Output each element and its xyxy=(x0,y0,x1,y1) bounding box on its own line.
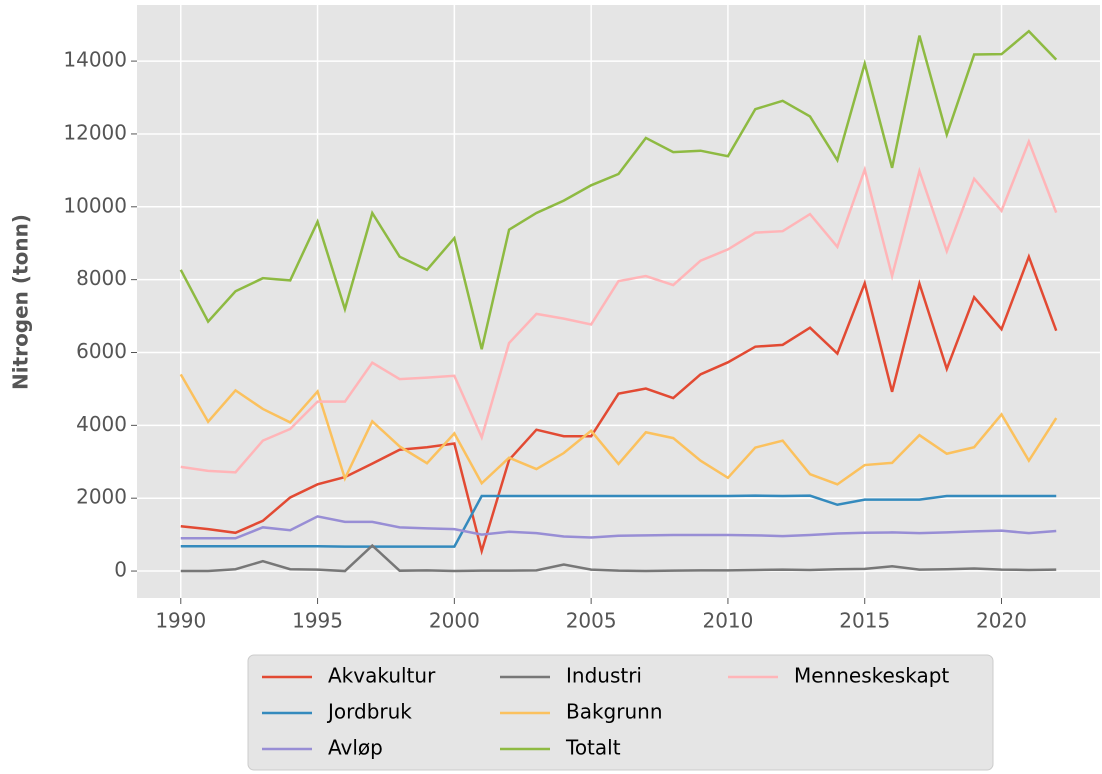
legend-label: Avløp xyxy=(328,736,383,760)
x-tick-label: 2010 xyxy=(702,609,753,633)
y-tick-label: 0 xyxy=(114,558,127,582)
y-tick-label: 8000 xyxy=(76,266,127,290)
legend-label: Jordbruk xyxy=(326,700,412,724)
legend-label: Industri xyxy=(566,664,642,688)
y-tick-label: 10000 xyxy=(63,193,127,217)
y-axis-label: Nitrogen (tonn) xyxy=(9,214,33,390)
legend-label: Totalt xyxy=(565,736,621,760)
data-line xyxy=(180,494,1057,548)
data-line xyxy=(180,543,1057,573)
data-line xyxy=(180,253,1058,556)
x-tick-label: 2015 xyxy=(839,609,890,633)
legend-label: Bakgrunn xyxy=(566,700,663,724)
x-tick-label: 1990 xyxy=(155,609,206,633)
data-line xyxy=(179,373,1058,486)
data-line xyxy=(180,515,1057,540)
x-tick-label: 1995 xyxy=(292,609,343,633)
y-tick-label: 4000 xyxy=(76,412,127,436)
y-tick-label: 2000 xyxy=(76,485,127,509)
legend-box xyxy=(247,654,994,771)
data-line xyxy=(179,29,1058,350)
legend-label: Akvakultur xyxy=(328,664,436,688)
legend: Akvakultur Jordbruk Avløp Industri Bakgrunn T… xyxy=(247,654,994,771)
data-line xyxy=(180,138,1058,474)
y-tick-label: 12000 xyxy=(63,120,127,144)
y-tick-label: 14000 xyxy=(63,48,127,72)
x-tick-label: 2005 xyxy=(566,609,617,633)
plot-area xyxy=(137,5,1100,598)
legend-label: Menneskeskapt xyxy=(794,664,949,688)
y-tick-label: 6000 xyxy=(76,339,127,363)
x-tick-label: 2020 xyxy=(976,609,1027,633)
x-tick-label: 2000 xyxy=(429,609,480,633)
